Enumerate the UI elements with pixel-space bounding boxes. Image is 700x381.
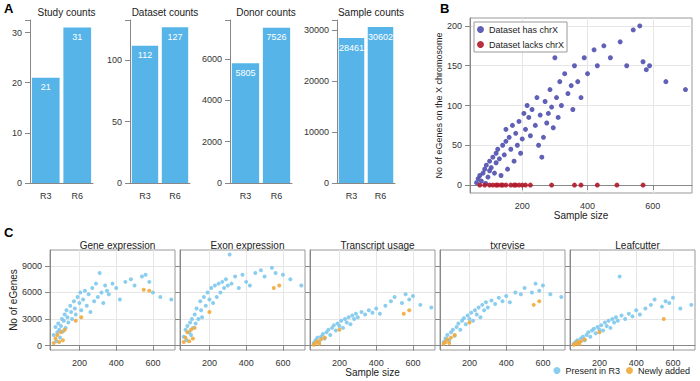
svg-text:10: 10	[12, 128, 22, 138]
svg-text:200: 200	[447, 21, 462, 31]
svg-text:200: 200	[591, 357, 607, 368]
svg-text:150: 150	[447, 61, 462, 71]
svg-text:0: 0	[17, 178, 22, 188]
svg-text:400: 400	[628, 357, 644, 368]
svg-text:0: 0	[117, 178, 122, 188]
svg-text:4000: 4000	[202, 95, 222, 105]
svg-text:20: 20	[12, 78, 22, 88]
svg-text:Dataset lacks chrX: Dataset lacks chrX	[489, 40, 564, 50]
svg-text:28461: 28461	[339, 43, 364, 53]
svg-text:0: 0	[37, 341, 42, 351]
svg-text:No of eGenes: No of eGenes	[8, 269, 19, 331]
svg-text:Sample counts: Sample counts	[338, 7, 404, 18]
svg-text:Sample size: Sample size	[554, 210, 609, 221]
svg-text:21: 21	[41, 82, 51, 92]
svg-text:600: 600	[405, 358, 420, 368]
svg-text:Donor counts: Donor counts	[236, 7, 295, 18]
svg-text:200: 200	[72, 358, 87, 368]
svg-text:200: 200	[462, 358, 477, 368]
svg-text:112: 112	[138, 50, 152, 60]
svg-text:A: A	[4, 1, 14, 16]
svg-text:6000: 6000	[22, 287, 42, 297]
svg-text:600: 600	[145, 358, 160, 368]
svg-text:9000: 9000	[22, 261, 42, 271]
svg-text:R3: R3	[240, 191, 252, 201]
svg-text:R6: R6	[375, 191, 387, 201]
svg-text:600: 600	[275, 358, 290, 368]
svg-text:Newly added: Newly added	[638, 366, 690, 376]
svg-text:0: 0	[457, 180, 462, 190]
svg-text:3000: 3000	[22, 314, 42, 324]
svg-text:600: 600	[535, 358, 550, 368]
svg-text:Dataset has chrX: Dataset has chrX	[489, 25, 558, 35]
svg-text:No of eGenes on the X chromoso: No of eGenes on the X chromosome	[434, 32, 444, 178]
svg-text:30: 30	[12, 28, 22, 38]
svg-text:R6: R6	[71, 191, 83, 201]
svg-text:Transcript usage: Transcript usage	[340, 240, 415, 251]
svg-text:Study counts: Study counts	[38, 7, 96, 18]
svg-text:50: 50	[452, 140, 462, 150]
svg-text:127: 127	[167, 32, 182, 42]
svg-text:5805: 5805	[235, 68, 255, 78]
svg-text:400: 400	[580, 201, 595, 211]
svg-text:400: 400	[109, 358, 124, 368]
svg-text:R6: R6	[271, 191, 283, 201]
svg-text:R3: R3	[40, 191, 52, 201]
svg-text:31: 31	[72, 32, 82, 42]
svg-text:200: 200	[515, 201, 530, 211]
svg-text:6000: 6000	[202, 54, 222, 64]
svg-text:200: 200	[332, 358, 347, 368]
svg-text:0: 0	[217, 178, 222, 188]
svg-text:7526: 7526	[266, 32, 286, 42]
svg-text:R3: R3	[139, 191, 151, 201]
svg-text:400: 400	[499, 358, 514, 368]
svg-text:100: 100	[107, 55, 122, 65]
svg-text:400: 400	[239, 358, 254, 368]
svg-text:2000: 2000	[202, 137, 222, 147]
svg-text:200: 200	[202, 358, 217, 368]
svg-text:Dataset counts: Dataset counts	[132, 7, 199, 18]
svg-text:txrevise: txrevise	[490, 240, 525, 251]
svg-text:10000: 10000	[304, 127, 329, 137]
svg-text:600: 600	[645, 201, 660, 211]
svg-text:R3: R3	[346, 191, 358, 201]
svg-text:C: C	[4, 225, 14, 240]
svg-text:400: 400	[369, 358, 384, 368]
svg-text:Present in R3: Present in R3	[565, 366, 620, 376]
svg-text:Sample size: Sample size	[345, 367, 400, 378]
svg-text:Gene expression: Gene expression	[80, 240, 156, 251]
svg-text:100: 100	[447, 101, 462, 111]
svg-text:20000: 20000	[304, 76, 329, 86]
svg-text:B: B	[440, 1, 449, 16]
svg-text:0: 0	[324, 178, 329, 188]
svg-text:30602: 30602	[368, 32, 393, 42]
svg-text:50: 50	[112, 117, 122, 127]
svg-text:R6: R6	[169, 191, 181, 201]
svg-text:Leafcutter: Leafcutter	[615, 240, 660, 251]
svg-text:Exon expression: Exon expression	[211, 240, 285, 251]
svg-text:30000: 30000	[304, 25, 329, 35]
svg-text:600: 600	[665, 357, 681, 368]
